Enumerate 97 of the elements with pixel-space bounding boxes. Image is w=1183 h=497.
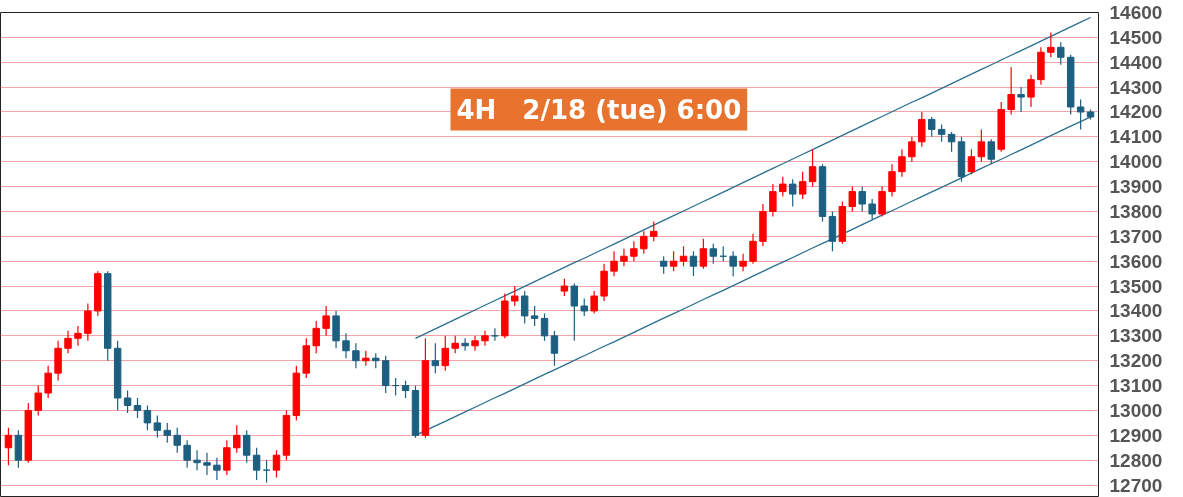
- y-tick-label: 13500: [1109, 275, 1163, 297]
- candlestick: [262, 459, 271, 484]
- candlestick: [918, 111, 926, 148]
- candlestick: [74, 325, 82, 347]
- y-tick-label: 14400: [1109, 51, 1163, 73]
- candlestick: [312, 320, 320, 354]
- candlestick: [789, 178, 797, 208]
- y-tick-label: 14100: [1109, 126, 1163, 148]
- candlestick: [858, 186, 866, 213]
- candlestick: [481, 330, 489, 347]
- y-tick-label: 13900: [1109, 176, 1163, 198]
- candlestick: [123, 389, 132, 414]
- candlestick: [779, 176, 787, 198]
- y-tick-label: 13200: [1109, 350, 1163, 372]
- candlestick: [471, 335, 479, 352]
- candlestick: [193, 449, 201, 471]
- candlestick: [1017, 86, 1025, 113]
- y-tick-label: 13700: [1109, 225, 1163, 247]
- y-tick-label: 14300: [1109, 76, 1163, 98]
- candlestick: [798, 171, 807, 200]
- y-tick-label: 14200: [1109, 101, 1163, 123]
- y-tick-label: 13400: [1109, 300, 1163, 322]
- candlestick: [769, 183, 777, 218]
- candlestick: [1007, 66, 1015, 116]
- candlestick: [987, 138, 996, 165]
- y-tick-label: 13100: [1109, 375, 1163, 397]
- candlestick: [1076, 98, 1085, 130]
- candlestick: [133, 397, 142, 419]
- candlestick: [709, 243, 718, 265]
- candlestick: [213, 457, 221, 481]
- y-tick-label: 13600: [1109, 250, 1163, 272]
- candlestick: [1027, 74, 1035, 108]
- candlestick: [520, 290, 529, 324]
- candlestick: [848, 186, 857, 213]
- candlestick: [322, 305, 330, 337]
- line-series: [414, 16, 1092, 339]
- y-tick-label: 13800: [1109, 200, 1163, 222]
- candlestick: [252, 447, 261, 481]
- candlestick: [223, 439, 231, 476]
- candlestick: [610, 250, 618, 277]
- y-tick-label: 13300: [1109, 325, 1163, 347]
- candlestick: [699, 238, 708, 270]
- candlestick: [878, 186, 886, 218]
- candlestick: [233, 424, 241, 454]
- candlestick: [679, 245, 688, 267]
- candlestick: [183, 439, 191, 469]
- candlestick: [669, 250, 678, 272]
- candlestick: [739, 253, 747, 272]
- candlestick: [729, 250, 737, 277]
- candlestick: [689, 250, 698, 277]
- candlestick: [431, 342, 440, 374]
- candlestick: [927, 116, 936, 138]
- candlestick: [1057, 41, 1065, 66]
- candlestick: [808, 148, 817, 188]
- candlestick: [242, 429, 251, 464]
- text: 4H 2/18 (tue) 6:00: [456, 94, 742, 125]
- candlestick: [749, 233, 757, 265]
- candlestick: [977, 128, 986, 163]
- candlestick: [967, 148, 976, 175]
- candlestick: [1047, 31, 1055, 58]
- candlestick: [64, 330, 72, 354]
- candlestick: [44, 365, 52, 399]
- y-tick-label: 12800: [1109, 449, 1163, 471]
- y-tick-label: 12900: [1109, 424, 1163, 446]
- y-tick-label: 14500: [1109, 26, 1163, 48]
- y-tick-label: 14600: [1109, 2, 1163, 23]
- candlestick: [352, 342, 360, 369]
- candlestick: [461, 337, 469, 352]
- y-tick-label: 13000: [1109, 399, 1163, 421]
- candlestick: [511, 285, 519, 307]
- candlestick: [143, 404, 152, 431]
- candlestick: [947, 131, 956, 153]
- candlestick: [530, 305, 539, 327]
- candlestick: [868, 198, 876, 220]
- candlestick: [650, 220, 658, 242]
- candlestick: [640, 230, 648, 255]
- candlestick: [4, 427, 13, 466]
- candlestick: [34, 384, 42, 417]
- candlestick: [153, 414, 162, 439]
- y-tick-label: 12700: [1109, 474, 1163, 496]
- candlestick: [203, 452, 211, 476]
- candlestick: [888, 163, 896, 198]
- candlestick: [590, 290, 598, 315]
- candlestick: [272, 449, 281, 479]
- candlestick: [908, 136, 916, 163]
- candlestick: [173, 427, 181, 454]
- candlestick: [540, 312, 549, 342]
- candlestick: [630, 240, 638, 262]
- candlestick: [342, 332, 350, 359]
- candlestick: [570, 283, 579, 342]
- candlestick: [84, 302, 92, 342]
- candlestick: [898, 148, 906, 178]
- candlestick: [620, 248, 628, 267]
- candlestick: [550, 330, 559, 367]
- candlestick: [163, 422, 172, 444]
- candlestick: [441, 335, 449, 372]
- y-tick-label: 14000: [1109, 151, 1163, 173]
